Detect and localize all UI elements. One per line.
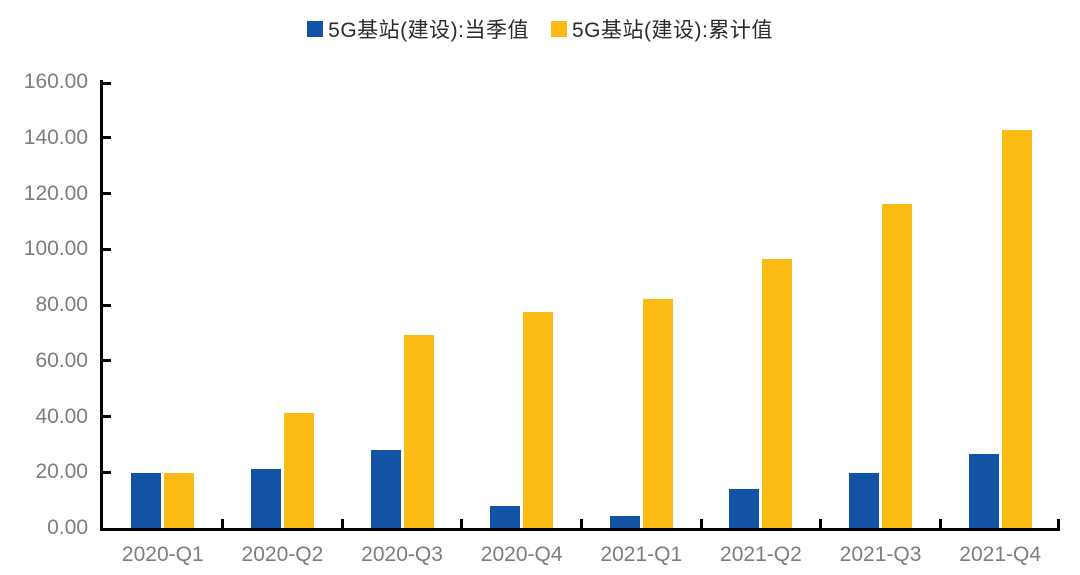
- bar-cumulative-2020-Q1: [164, 472, 195, 528]
- x-tick-label-2021-Q4: 2021-Q4: [959, 543, 1042, 566]
- x-tick-label-2021-Q2: 2021-Q2: [720, 543, 802, 566]
- bar-quarterly-2020-Q3: [370, 449, 401, 528]
- x-boundary-tick-5: [699, 519, 703, 528]
- x-boundary-tick-7: [938, 519, 942, 528]
- bar-group-2021-Q2: [701, 82, 821, 528]
- y-tick-label-100: 100.00: [23, 237, 88, 261]
- bar-quarterly-2021-Q4: [968, 453, 999, 528]
- legend-label-quarterly: 5G基站(建设):当季值: [328, 19, 529, 42]
- y-tick-140: [103, 136, 111, 140]
- x-boundary-tick-2: [340, 519, 344, 528]
- legend-item-cumulative: 5G基站(建设):累计值: [551, 14, 773, 44]
- x-boundary-tick-8: [1057, 519, 1060, 528]
- bar-group-2021-Q4: [940, 82, 1060, 528]
- y-axis-line: [100, 80, 103, 531]
- bar-quarterly-2020-Q1: [131, 472, 162, 528]
- bar-group-2020-Q2: [223, 82, 343, 528]
- bar-group-2021-Q3: [821, 82, 941, 528]
- x-tick-label-2020-Q1: 2020-Q1: [121, 543, 204, 566]
- x-boundary-tick-4: [580, 519, 583, 528]
- bar-quarterly-2020-Q4: [490, 505, 521, 528]
- legend-swatch-cumulative-icon: [551, 21, 567, 37]
- bar-quarterly-2021-Q2: [729, 488, 760, 528]
- bar-cumulative-2021-Q1: [642, 299, 673, 528]
- bar-group-2021-Q1: [582, 82, 702, 528]
- y-tick-label-140: 140.00: [23, 125, 88, 149]
- x-tick-label-2020-Q2: 2020-Q2: [241, 543, 324, 566]
- bar-cumulative-2020-Q4: [523, 311, 554, 528]
- x-boundary-tick-3: [460, 519, 464, 528]
- bar-cumulative-2020-Q2: [283, 413, 314, 528]
- x-tick-label-2021-Q3: 2021-Q3: [839, 543, 922, 566]
- y-tick-80: [103, 303, 111, 307]
- legend-label-cumulative: 5G基站(建设):累计值: [572, 19, 773, 42]
- y-tick-label-160: 160.00: [23, 70, 88, 93]
- bar-group-2020-Q3: [342, 82, 462, 528]
- y-tick-label-40: 40.00: [35, 404, 88, 428]
- bar-groups: [103, 82, 1060, 528]
- x-tick-label-2020-Q4: 2020-Q4: [480, 543, 563, 566]
- bar-quarterly-2020-Q2: [250, 468, 281, 528]
- plot-area: [103, 82, 1060, 528]
- bar-cumulative-2021-Q3: [882, 204, 913, 528]
- y-tick-60: [103, 359, 111, 363]
- bar-group-2020-Q4: [462, 82, 582, 528]
- y-tick-label-60: 60.00: [35, 348, 88, 372]
- y-tick-label-0: 0.00: [47, 516, 88, 539]
- x-boundary-tick-1: [221, 519, 225, 528]
- bar-group-2020-Q1: [103, 82, 223, 528]
- legend-swatch-quarterly-icon: [307, 21, 324, 37]
- bar-cumulative-2020-Q3: [403, 334, 434, 528]
- legend-item-quarterly: 5G基站(建设):当季值: [307, 14, 529, 44]
- y-tick-160: [103, 82, 111, 85]
- y-tick-40: [103, 415, 111, 418]
- x-axis-line: [100, 528, 1060, 531]
- y-tick-100: [103, 247, 111, 251]
- x-tick-label-2020-Q3: 2020-Q3: [361, 543, 443, 566]
- y-tick-120: [103, 192, 111, 195]
- bar-quarterly-2021-Q3: [849, 473, 880, 528]
- y-tick-label-20: 20.00: [35, 460, 88, 484]
- bar-cumulative-2021-Q2: [762, 259, 793, 528]
- chart-legend: 5G基站(建设):当季值 5G基站(建设):累计值: [0, 14, 1080, 44]
- x-boundary-tick-6: [819, 519, 823, 528]
- bar-cumulative-2021-Q4: [1001, 129, 1032, 528]
- y-tick-label-80: 80.00: [35, 293, 88, 316]
- y-tick-20: [103, 470, 111, 474]
- x-tick-label-2021-Q1: 2021-Q1: [600, 543, 683, 566]
- bar-quarterly-2021-Q1: [609, 515, 640, 528]
- y-tick-label-120: 120.00: [23, 181, 88, 205]
